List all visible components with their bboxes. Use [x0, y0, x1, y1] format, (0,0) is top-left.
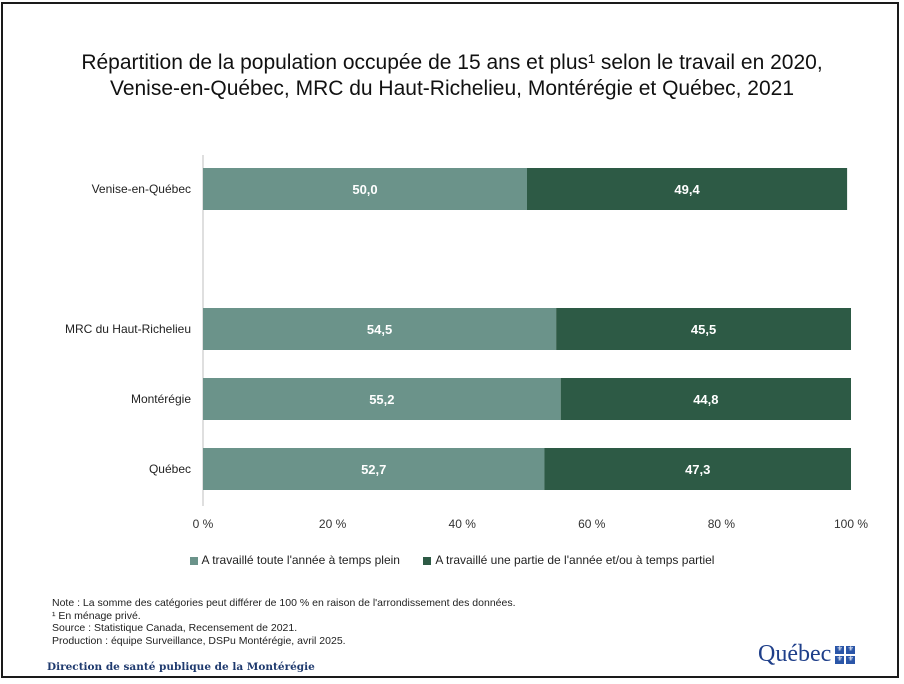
bar-segment-full-time — [203, 308, 557, 350]
fleur-de-lis-icon: ⚜ — [846, 655, 856, 664]
x-tick-label: 80 % — [708, 517, 736, 531]
data-label-part-time: 44,8 — [693, 392, 718, 407]
legend-label-part-time: A travaillé une partie de l'année et/ou … — [435, 552, 715, 567]
data-label-full-time: 55,2 — [369, 392, 394, 407]
bar-segment-full-time — [203, 378, 561, 420]
bar-segment-part-time — [560, 378, 851, 420]
x-tick-label: 60 % — [578, 517, 606, 531]
legend-swatch-full-time — [189, 556, 198, 565]
bar-segment-part-time — [556, 308, 851, 350]
data-label-full-time: 54,5 — [367, 322, 392, 337]
quebec-logo-text: Québec — [758, 641, 832, 667]
fleur-de-lis-icon: ⚜ — [835, 645, 845, 654]
x-tick-label: 100 % — [834, 517, 868, 531]
chart-title: Répartition de la population occupée de … — [40, 50, 864, 102]
note-rounding: Note : La somme des catégories peut diff… — [52, 597, 516, 609]
bar-segment-full-time — [203, 448, 545, 490]
chart-title-line-2: Venise-en-Québec, MRC du Haut-Richelieu,… — [109, 77, 795, 100]
category-label: Montérégie — [131, 392, 191, 406]
fleur-de-lis-icon: ⚜ — [846, 645, 856, 654]
bar-segment-full-time — [203, 168, 527, 210]
category-label: MRC du Haut-Richelieu — [65, 322, 191, 336]
quebec-flag-icon: ⚜ ⚜ ⚜ ⚜ — [835, 645, 856, 664]
chart-title-line-1: Répartition de la population occupée de … — [81, 51, 823, 74]
legend-swatch-part-time — [423, 556, 432, 565]
x-tick-label: 40 % — [449, 517, 477, 531]
data-label-part-time: 49,4 — [674, 182, 700, 197]
note-footnote: ¹ En ménage privé. — [52, 609, 141, 622]
legend-label-full-time: A travaillé toute l'année à temps plein — [201, 552, 400, 567]
chart-legend: A travaillé toute l'année à temps plein … — [0, 552, 904, 567]
note-production: Production : équipe Surveillance, DSPu M… — [52, 634, 346, 647]
quebec-logo: Québec ⚜ ⚜ ⚜ ⚜ — [758, 641, 856, 668]
x-tick-label: 20 % — [319, 517, 347, 531]
chart-notes: Note : La somme des catégories peut diff… — [52, 597, 516, 647]
legend-item-part-time: A travaillé une partie de l'année et/ou … — [423, 553, 714, 567]
category-label: Québec — [149, 462, 191, 476]
legend-item-full-time: A travaillé toute l'année à temps plein — [189, 552, 400, 567]
x-tick-label: 0 % — [193, 517, 214, 531]
data-label-full-time: 50,0 — [352, 182, 377, 197]
bar-segment-part-time — [527, 168, 848, 210]
bar-segment-part-time — [544, 448, 851, 490]
note-source: Source : Statistique Canada, Recensement… — [52, 622, 298, 634]
data-label-full-time: 52,7 — [361, 462, 386, 477]
data-label-part-time: 47,3 — [685, 462, 710, 477]
footer-organization: Direction de santé publique de la Montér… — [47, 661, 315, 673]
fleur-de-lis-icon: ⚜ — [835, 655, 845, 664]
category-label: Venise-en-Québec — [92, 182, 191, 196]
data-label-part-time: 45,5 — [691, 322, 716, 337]
